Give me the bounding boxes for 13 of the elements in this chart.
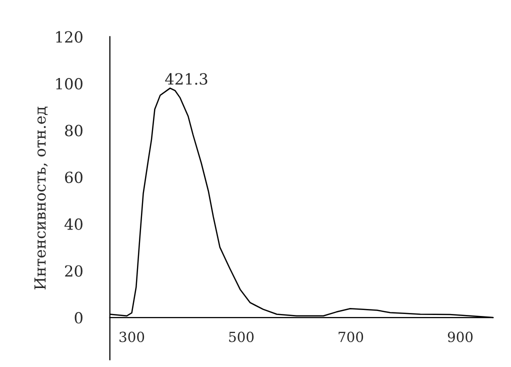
y-tick-label: 100 [56,78,82,90]
y-tick-label: 0 [74,312,82,324]
x-tick-label: 500 [229,332,254,342]
y-tick-label: 80 [65,124,82,136]
x-tick-label: 900 [448,332,473,342]
annotation: 421.3 [165,73,208,85]
y-tick-label: 40 [64,218,82,230]
y-axis-title: Интенсивность, отн.ед [34,106,48,290]
y-tick-label: 20 [65,265,82,277]
x-tick-label: 700 [338,332,364,342]
x-tick-label: 300 [120,332,144,342]
y-tick-label: 120 [56,31,82,43]
y-tick-label: 60 [65,172,82,184]
